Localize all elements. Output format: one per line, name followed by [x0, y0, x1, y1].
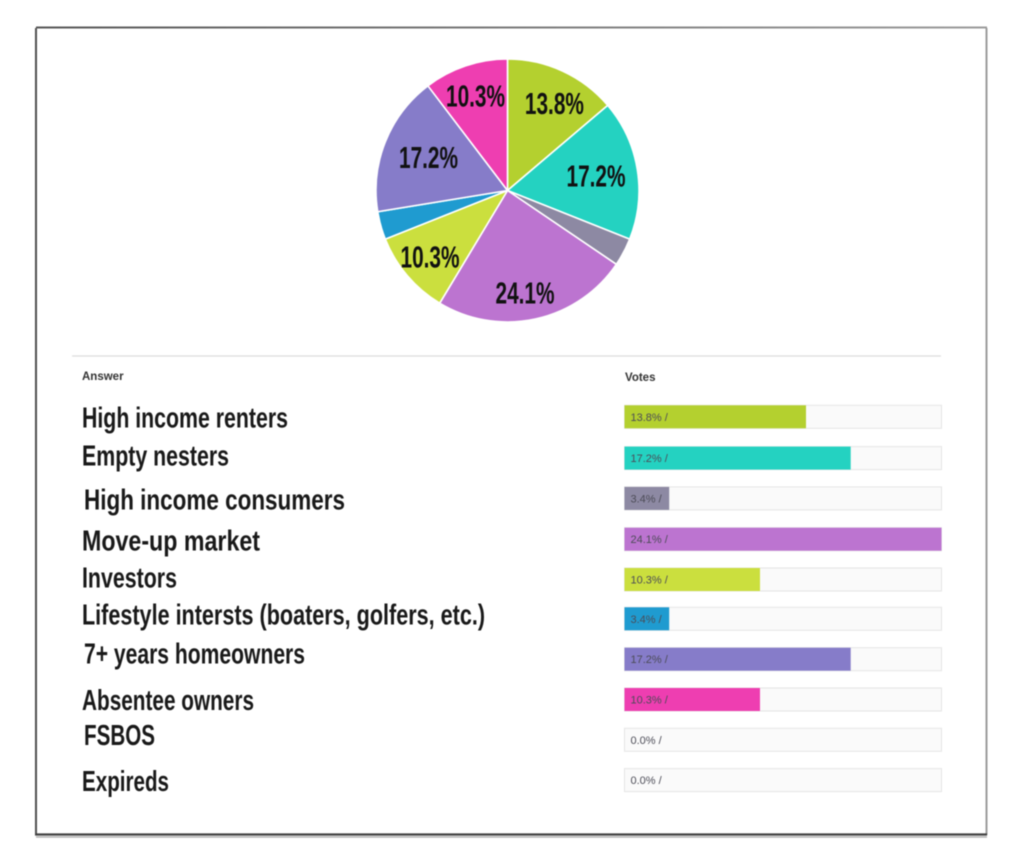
svg-text:17.2%: 17.2% — [567, 159, 626, 194]
svg-text:High income renters: High income renters — [82, 402, 288, 434]
svg-text:17.2% /: 17.2% / — [631, 654, 669, 666]
svg-text:24.1% /: 24.1% / — [631, 534, 669, 546]
svg-text:Investors: Investors — [82, 563, 177, 595]
svg-text:Absentee owners: Absentee owners — [82, 685, 254, 717]
svg-text:10.3%: 10.3% — [401, 240, 460, 275]
svg-text:3.4% /: 3.4% / — [631, 493, 663, 505]
svg-text:13.8% /: 13.8% / — [631, 412, 669, 424]
svg-text:17.2%: 17.2% — [399, 140, 458, 175]
svg-text:3.4% /: 3.4% / — [631, 614, 663, 626]
svg-text:Move-up market: Move-up market — [82, 526, 260, 558]
svg-text:17.2% /: 17.2% / — [631, 453, 669, 465]
svg-text:FSBOS: FSBOS — [84, 720, 155, 752]
svg-text:13.8%: 13.8% — [525, 86, 584, 121]
svg-text:Lifestyle intersts (boaters, g: Lifestyle intersts (boaters, golfers, et… — [82, 600, 485, 632]
svg-text:Empty nesters: Empty nesters — [82, 441, 229, 473]
svg-text:10.3% /: 10.3% / — [631, 575, 669, 587]
svg-text:24.1%: 24.1% — [496, 276, 555, 311]
svg-text:0.0% /: 0.0% / — [631, 775, 663, 787]
svg-text:7+ years homeowners: 7+ years homeowners — [84, 639, 305, 671]
svg-text:10.3% /: 10.3% / — [631, 695, 669, 707]
svg-text:Expireds: Expireds — [82, 766, 169, 798]
svg-text:Votes: Votes — [625, 372, 655, 384]
svg-text:High income consumers: High income consumers — [84, 484, 345, 516]
svg-text:0.0% /: 0.0% / — [631, 735, 663, 747]
svg-text:10.3%: 10.3% — [446, 79, 505, 114]
svg-text:Answer: Answer — [82, 371, 124, 383]
